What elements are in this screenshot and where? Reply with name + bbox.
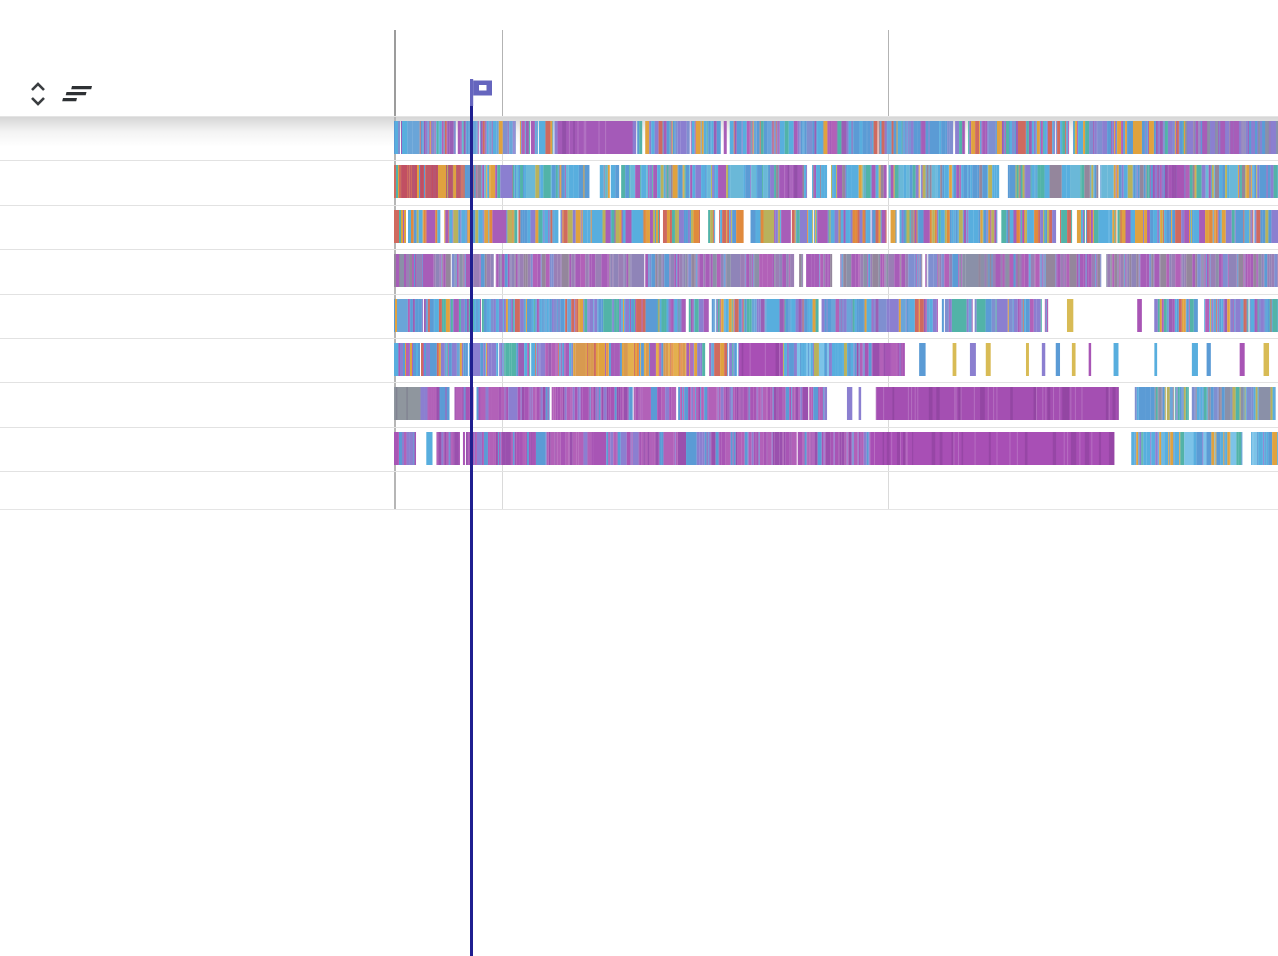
track-label-cpu0[interactable] bbox=[0, 117, 394, 160]
cpu-track-row bbox=[0, 338, 1278, 384]
cpu-slices-area[interactable] bbox=[394, 250, 1278, 294]
cpu-track-row bbox=[0, 161, 1278, 206]
cpu-slices-area[interactable] bbox=[394, 117, 1278, 161]
track-label-cpu2[interactable] bbox=[0, 206, 394, 249]
cpu-slices-area[interactable] bbox=[394, 383, 1278, 427]
cpu-slices-canvas[interactable] bbox=[394, 431, 1278, 465]
track-label-cpu7[interactable] bbox=[0, 428, 394, 471]
track-label-cpu6[interactable] bbox=[0, 383, 394, 426]
track-viewport-boundary bbox=[394, 30, 396, 116]
cpu-slices-area[interactable] bbox=[394, 161, 1278, 205]
cpu-track-row bbox=[0, 117, 1278, 162]
unfold-tracks-icon[interactable] bbox=[28, 80, 48, 108]
cpu-track-row bbox=[0, 294, 1278, 339]
cpu-slices-canvas[interactable] bbox=[394, 209, 1278, 243]
sort-tracks-icon[interactable] bbox=[60, 84, 95, 104]
cpu-slices-canvas[interactable] bbox=[394, 387, 1278, 421]
cpu-slices-area[interactable] bbox=[394, 427, 1278, 471]
cpu-slices-canvas[interactable] bbox=[394, 121, 1278, 154]
cpu-track-row bbox=[0, 427, 1278, 472]
freq-counter-canvas[interactable] bbox=[394, 473, 1278, 508]
time-tick bbox=[502, 30, 503, 116]
timeline-header bbox=[0, 0, 1278, 117]
cpu-slices-area[interactable] bbox=[394, 205, 1278, 250]
track-toolbar bbox=[28, 80, 92, 108]
track-label-cpu1[interactable] bbox=[0, 161, 394, 204]
cpu-track-row bbox=[0, 250, 1278, 295]
flag-marker-icon[interactable] bbox=[465, 77, 497, 108]
cursor-timestamp bbox=[30, 26, 50, 41]
cpu-slices-canvas[interactable] bbox=[394, 254, 1278, 288]
track-list bbox=[0, 117, 1278, 510]
cpu-track-row bbox=[0, 383, 1278, 428]
cpu-slices-area[interactable] bbox=[394, 338, 1278, 383]
time-tick bbox=[888, 30, 889, 116]
cpu-slices-canvas[interactable] bbox=[394, 342, 1278, 376]
cpu-slices-area[interactable] bbox=[394, 294, 1278, 338]
cpu-track-row bbox=[0, 205, 1278, 251]
cpu-slices-canvas[interactable] bbox=[394, 165, 1278, 199]
track-label-cpu5[interactable] bbox=[0, 339, 394, 382]
freq-counter-area[interactable] bbox=[394, 472, 1278, 509]
cpu-slices-canvas[interactable] bbox=[394, 298, 1278, 332]
track-label-cpu4[interactable] bbox=[0, 295, 394, 338]
track-label-cpu3[interactable] bbox=[0, 250, 394, 293]
track-label-freq0[interactable] bbox=[0, 472, 394, 509]
cpu-freq-track-row bbox=[0, 472, 1278, 510]
